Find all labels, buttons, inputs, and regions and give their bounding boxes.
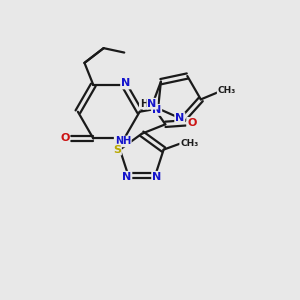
Text: CH₃: CH₃ bbox=[180, 139, 198, 148]
Text: N: N bbox=[152, 172, 161, 182]
Text: S: S bbox=[113, 145, 121, 154]
Text: O: O bbox=[60, 134, 69, 143]
Text: H: H bbox=[140, 99, 148, 109]
Text: O: O bbox=[187, 118, 196, 128]
Text: CH₃: CH₃ bbox=[218, 86, 236, 95]
Text: N: N bbox=[175, 113, 184, 123]
Text: N: N bbox=[147, 99, 157, 109]
Text: N: N bbox=[152, 105, 161, 115]
Text: N: N bbox=[121, 79, 130, 88]
Text: NH: NH bbox=[115, 136, 131, 146]
Text: N: N bbox=[122, 172, 131, 182]
